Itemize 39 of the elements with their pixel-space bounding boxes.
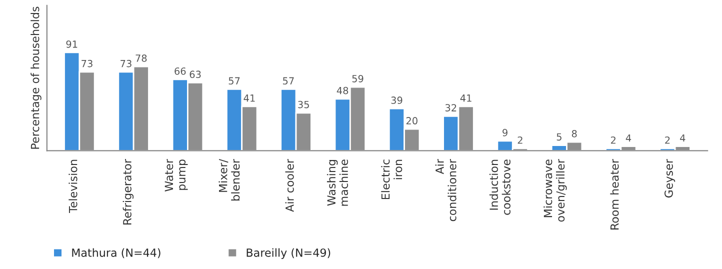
x-tick-label: Air cooler: [285, 158, 294, 212]
x-tick-label: Microwave oven/griller: [544, 158, 567, 222]
x-tick-label: Water pump: [164, 158, 188, 192]
x-tick-label: Geyser: [664, 158, 676, 198]
x-tick-label: Washing machine: [326, 160, 348, 206]
legend-label: Bareilly (N=49): [246, 248, 330, 259]
data-label: 2: [610, 136, 616, 144]
data-label: 9: [502, 128, 508, 136]
data-label: 66: [174, 67, 186, 75]
data-label: 57: [228, 77, 240, 84]
x-tick-label: Induction cookstove: [489, 160, 510, 215]
data-label: 73: [120, 60, 132, 68]
data-label: 73: [82, 60, 92, 68]
data-label: 2: [518, 136, 522, 144]
x-tick-label: Refrigerator: [122, 158, 134, 224]
data-label: 48: [336, 86, 348, 94]
x-tick-label: Mixer/ blender: [218, 158, 240, 200]
data-label: 35: [298, 100, 309, 108]
x-tick-label: Room heater: [610, 158, 619, 230]
data-label: 4: [626, 134, 632, 142]
data-label: 4: [680, 134, 686, 142]
data-label: 20: [406, 117, 418, 124]
x-tick-label: Television: [68, 160, 78, 214]
data-label: 41: [244, 94, 255, 102]
x-tick-label: Air conditioner: [435, 158, 456, 222]
data-label: 63: [190, 70, 201, 78]
data-label: 78: [136, 54, 147, 62]
data-label: 57: [283, 77, 294, 84]
y-axis-title: Percentage of households: [30, 6, 42, 149]
data-label: 59: [352, 74, 364, 82]
data-label: 32: [445, 104, 456, 112]
legend-label: Mathura (N=44): [72, 248, 160, 258]
data-label: 39: [391, 96, 402, 104]
data-label: 41: [460, 94, 472, 102]
data-label: 91: [66, 40, 78, 48]
data-label: 5: [556, 133, 562, 141]
data-label: 8: [572, 130, 577, 138]
x-tick-label: Electric iron: [381, 160, 402, 200]
data-label: 2: [665, 136, 670, 144]
